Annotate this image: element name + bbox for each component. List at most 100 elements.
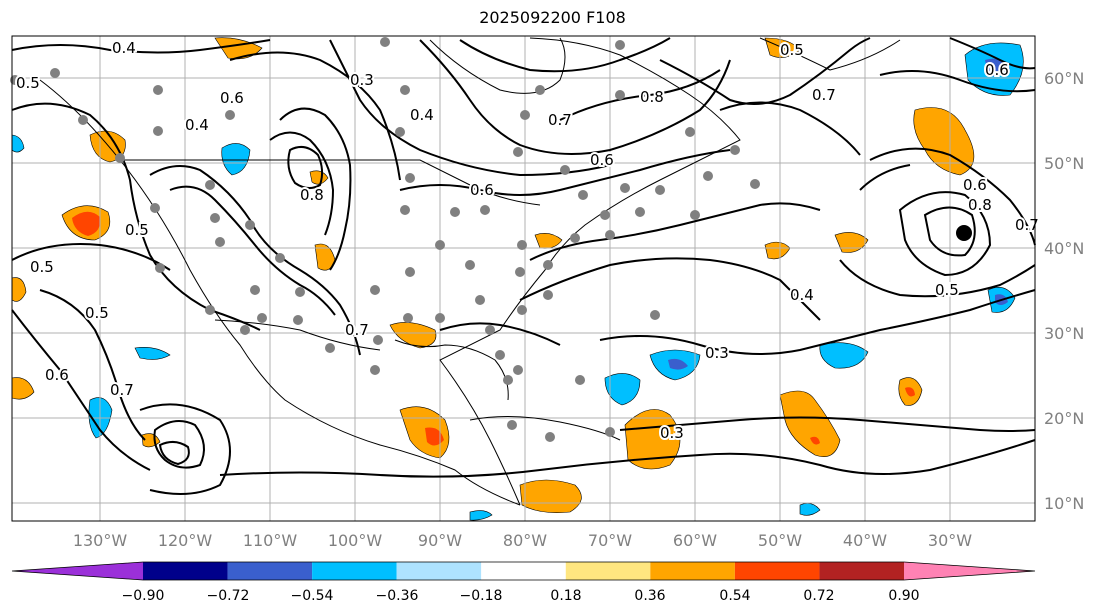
contour-label: 0.7: [548, 111, 572, 129]
colorbar-outline: [11, 561, 1036, 581]
contour-label: 0.5: [780, 41, 804, 59]
contour: [898, 191, 992, 277]
shade-positive: [779, 390, 841, 457]
colorbar: [11, 561, 1036, 581]
map-frame: [11, 35, 1036, 522]
colorbar-tick-label: 0.54: [719, 588, 750, 604]
lat-axis: 60°N 50°N 40°N 30°N 20°N 10°N: [1044, 69, 1084, 513]
lon-axis: 130°W 120°W 110°W 100°W 90°W 80°W 70°W 6…: [73, 531, 972, 550]
contour-label: 0.6: [985, 61, 1009, 79]
contour: [519, 257, 821, 321]
lon-label: 70°W: [588, 531, 632, 550]
lon-label: 90°W: [418, 531, 462, 550]
contour: [439, 322, 561, 346]
shade-positive: [834, 232, 869, 253]
contour-label: 0.8: [300, 186, 324, 204]
contour-lines: [11, 37, 1036, 495]
colorbar-tick-label: 0.18: [550, 588, 581, 604]
contour: [329, 39, 611, 177]
colorbar-segment: [312, 562, 397, 580]
contour: [219, 439, 1036, 478]
contour-label: 0.7: [110, 381, 134, 399]
contour-label: 0.3: [660, 424, 684, 442]
contour: [529, 202, 821, 261]
lat-label: 50°N: [1044, 154, 1084, 173]
contour: [419, 39, 731, 155]
contour: [949, 37, 1036, 70]
contour: [149, 165, 361, 356]
contour-label: 0.7: [1015, 216, 1039, 234]
contour: [399, 149, 731, 196]
contour: [459, 37, 671, 73]
contour-label: 0.6: [590, 151, 614, 169]
contour: [11, 309, 151, 471]
contour-label: 0.4: [112, 39, 136, 57]
lon-label: 100°W: [328, 531, 383, 550]
colorbar-tick-label: −0.36: [376, 588, 419, 604]
shade-positive: [519, 479, 582, 513]
contour-label: 0.6: [220, 89, 244, 107]
lon-label: 30°W: [928, 531, 972, 550]
contour: [839, 164, 1036, 298]
shade-negative: [604, 373, 641, 406]
contour: [158, 441, 190, 466]
colorbar-tick-label: 0.72: [803, 588, 834, 604]
contour-label: 0.4: [790, 286, 814, 304]
coastline-east: [439, 37, 741, 506]
contour-label: 0.7: [345, 321, 369, 339]
contour: [879, 70, 1036, 93]
contour-label: 0.3: [350, 71, 374, 89]
lat-label: 30°N: [1044, 324, 1084, 343]
contour: [11, 39, 271, 54]
shade-positive: [11, 277, 27, 302]
colorbar-tick-label: −0.18: [460, 588, 503, 604]
lat-label: 20°N: [1044, 409, 1084, 428]
colorbar-tick-label: 0.90: [888, 588, 919, 604]
contour-label: 0.4: [410, 106, 434, 124]
contour-label: 0.7: [812, 86, 836, 104]
station-dots: [10, 37, 760, 442]
contour-label: 0.5: [125, 221, 149, 239]
colorbar-tick-label: −0.72: [207, 588, 250, 604]
shade-positive: [309, 170, 329, 185]
contour: [869, 147, 1036, 246]
lon-label: 50°W: [758, 531, 802, 550]
shaded-regions: [11, 37, 1024, 521]
shade-positive: [11, 377, 35, 400]
contour-label: 0.5: [16, 74, 40, 92]
border-us-canada: [120, 159, 541, 206]
colorbar-segment: [396, 562, 482, 580]
shade-negative: [11, 134, 25, 153]
map-background: [12, 36, 1035, 521]
lon-label: 110°W: [243, 531, 298, 550]
contour-label: 0.5: [85, 304, 109, 322]
contour: [619, 416, 1036, 432]
colorbar-ticks: −0.90 −0.72 −0.54 −0.36 −0.18 0.18 0.36 …: [122, 588, 920, 604]
contour-label: 0.6: [470, 181, 494, 199]
plot-title: 2025092200 F108: [479, 8, 626, 27]
colorbar-segment: [481, 562, 566, 580]
colorbar-segment: [734, 562, 820, 580]
contour: [39, 289, 146, 441]
coastline-greenland: [759, 37, 901, 71]
colorbar-tick-label: −0.90: [122, 588, 165, 604]
contour: [659, 37, 871, 105]
colorbar-segment: [650, 562, 735, 580]
contour: [229, 51, 401, 181]
contour-label: 0.8: [968, 196, 992, 214]
contour-label: 0.6: [45, 366, 69, 384]
contour-label: 0.6: [963, 176, 987, 194]
contour: [287, 145, 324, 189]
colorbar-segment: [143, 562, 228, 580]
lon-label: 40°W: [843, 531, 887, 550]
coastline-cuba: [469, 415, 621, 441]
shade-negative: [469, 510, 493, 521]
colorbar-extend-max: [904, 562, 1035, 580]
lon-label: 80°W: [503, 531, 547, 550]
shade-negative: [819, 342, 869, 369]
lon-label: 60°W: [673, 531, 717, 550]
colorbar-segment: [227, 562, 313, 580]
contour-label: 0.4: [185, 116, 209, 134]
shade-negative-strong: [985, 58, 1010, 77]
